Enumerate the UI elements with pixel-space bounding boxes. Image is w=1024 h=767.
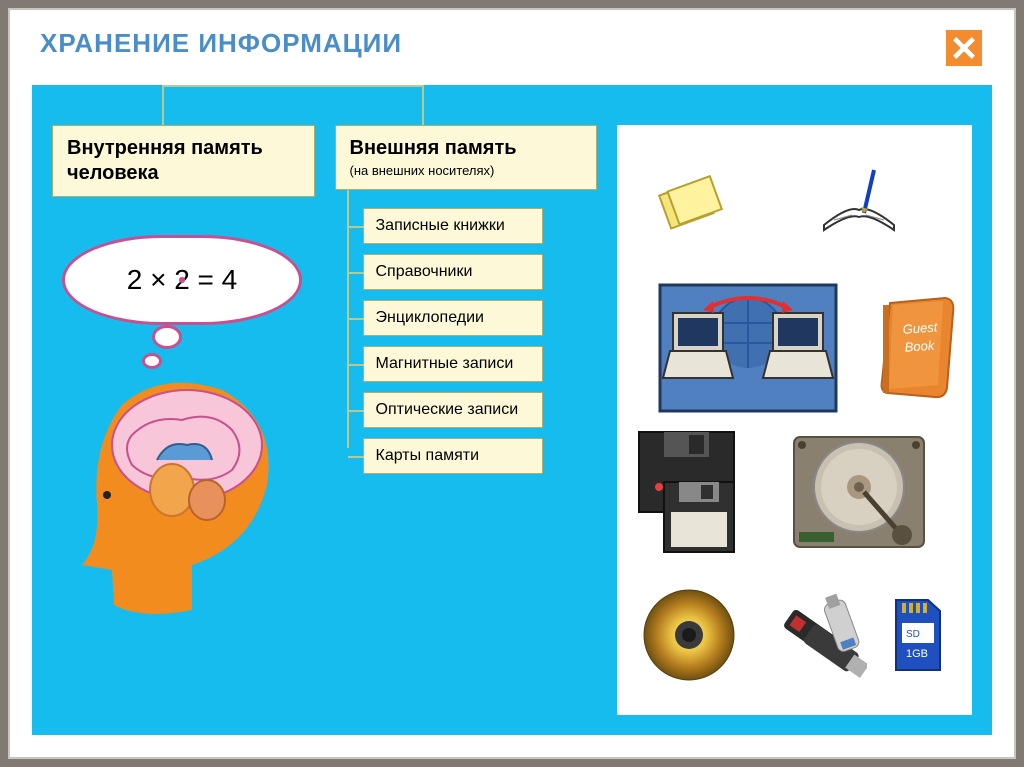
internal-memory-box: Внутренняя память человека (52, 125, 315, 197)
notecard-icon (629, 137, 749, 273)
external-memory-column: Внешняя память (на внешних носителях) За… (335, 125, 598, 715)
head-brain-icon (72, 365, 302, 625)
svg-text:1GB: 1GB (906, 648, 928, 660)
connector (162, 85, 164, 127)
external-memory-box: Внешняя память (на внешних носителях) (335, 125, 598, 190)
laptops-transfer-icon (629, 281, 867, 417)
item-label: Магнитные записи (376, 355, 514, 372)
thought-bubble: 2 × 2 = 4 (52, 235, 312, 325)
item-label: Справочники (376, 263, 473, 280)
list-item: Карты памяти (363, 438, 543, 474)
list-item: Записные книжки (363, 208, 543, 244)
close-icon (950, 34, 978, 62)
item-label: Карты памяти (376, 447, 480, 464)
thought-text: 2 × 2 = 4 (127, 264, 238, 296)
header: ХРАНЕНИЕ ИНФОРМАЦИИ (10, 10, 1014, 78)
floppy-disks-icon (629, 424, 749, 560)
external-memory-sublabel: (на внешних носителях) (350, 163, 583, 179)
list-item: Оптические записи (363, 392, 543, 428)
external-memory-label: Внешняя память (350, 137, 517, 159)
svg-text:Book: Book (904, 338, 936, 355)
internal-memory-label: Внутренняя память человека (67, 137, 263, 184)
content-area: Внутренняя память человека 2 × 2 = 4 (32, 85, 992, 735)
svg-text:Guest: Guest (902, 320, 939, 337)
page-title: ХРАНЕНИЕ ИНФОРМАЦИИ (40, 28, 402, 59)
connector (162, 85, 424, 87)
internal-memory-column: Внутренняя память человека 2 × 2 = 4 (52, 125, 315, 715)
list-item: Энциклопедии (363, 300, 543, 336)
sd-card-icon: SD 1GB (875, 568, 960, 704)
usb-sticks-icon (757, 568, 867, 704)
external-items-list: Записные книжки Справочники Энциклопедии… (363, 208, 598, 474)
connector (422, 85, 424, 127)
cd-disc-icon (629, 568, 749, 704)
slide: ХРАНЕНИЕ ИНФОРМАЦИИ Внутренняя память че… (8, 8, 1016, 759)
close-button[interactable] (944, 28, 984, 68)
svg-text:SD: SD (906, 629, 920, 640)
guest-book-icon: GuestBook (875, 281, 960, 417)
item-label: Оптические записи (376, 401, 519, 418)
list-item: Справочники (363, 254, 543, 290)
list-item: Магнитные записи (363, 346, 543, 382)
thought-cloud: 2 × 2 = 4 (62, 235, 302, 325)
notebook-pen-icon (757, 137, 960, 273)
item-label: Энциклопедии (376, 309, 484, 326)
hard-drive-icon (757, 424, 960, 560)
item-label: Записные книжки (376, 217, 505, 234)
media-panel: GuestBook SD 1GB (617, 125, 972, 715)
thought-dot-icon (152, 325, 182, 349)
